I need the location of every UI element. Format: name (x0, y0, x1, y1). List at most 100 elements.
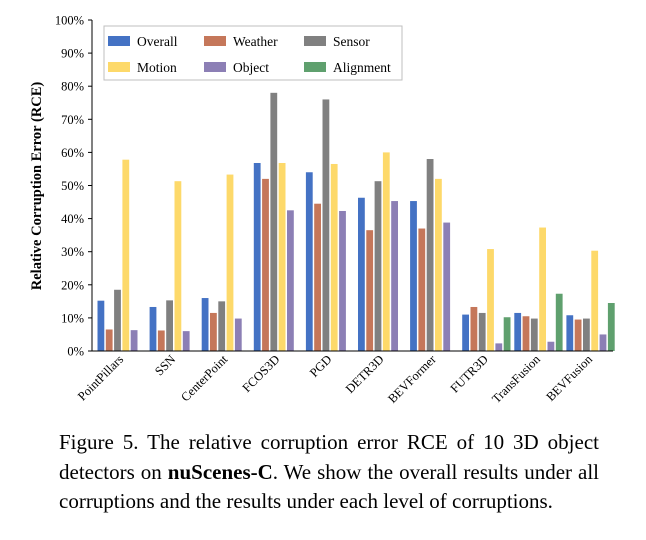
bar-overall-pointpillars (97, 300, 105, 351)
bar-object-bevfusion (599, 334, 607, 351)
x-tick-label: FUTR3D (448, 352, 491, 395)
legend-label: Overall (137, 34, 178, 49)
bar-sensor-futr3d (478, 312, 486, 351)
legend-item-object: Object (204, 60, 269, 75)
bar-overall-detr3d (358, 197, 365, 351)
y-tick-label: 60% (61, 146, 84, 160)
bar-group-detr3d (358, 152, 398, 351)
bar-sensor-pgd (322, 99, 330, 351)
bar-object-detr3d (391, 201, 398, 351)
bar-object-transfusion (547, 341, 555, 351)
bar-group-ssn (149, 181, 190, 351)
x-tick-label: SSN (152, 352, 178, 378)
bar-alignment-transfusion (555, 293, 563, 351)
x-tick-label: CenterPoint (178, 352, 230, 404)
legend-swatch (204, 62, 226, 72)
bar-motion-centerpoint (226, 174, 234, 351)
bar-group-pointpillars (97, 159, 138, 351)
bar-weather-futr3d (470, 306, 478, 351)
bar-motion-detr3d (382, 152, 390, 351)
bar-group-transfusion (514, 227, 563, 351)
bar-weather-pgd (314, 203, 321, 351)
y-tick-label: 0% (67, 345, 84, 359)
bar-weather-bevformer (418, 228, 426, 351)
legend-box (103, 25, 403, 81)
bar-object-bevformer (443, 222, 451, 351)
bar-group-fcos3d (253, 92, 294, 351)
bars (97, 92, 615, 351)
bar-sensor-transfusion (530, 318, 538, 351)
legend-swatch (304, 62, 326, 72)
x-tick-label: BEVFormer (385, 352, 439, 406)
bar-motion-ssn (174, 181, 182, 351)
bar-object-fcos3d (287, 210, 294, 351)
y-tick-label: 70% (61, 113, 84, 127)
legend-item-motion: Motion (108, 60, 177, 75)
figure-caption: Figure 5. The relative corruption error … (59, 428, 599, 517)
legend-swatch (108, 36, 130, 46)
caption-tail: . We show the overall results under all … (59, 459, 599, 514)
x-tick-label: FCOS3D (240, 352, 283, 395)
bar-object-ssn (182, 331, 190, 351)
bar-sensor-bevfusion (583, 318, 590, 351)
bar-motion-futr3d (487, 249, 494, 351)
y-tick-label: 10% (61, 311, 84, 325)
legend-item-overall: Overall (108, 34, 178, 49)
legend-label: Sensor (333, 34, 370, 49)
x-tick-label: DETR3D (343, 352, 387, 396)
bar-motion-bevformer (435, 178, 442, 351)
bar-weather-detr3d (366, 230, 374, 351)
bar-overall-ssn (149, 306, 157, 351)
caption-lead: Figure 5. The relative corruption error … (59, 430, 599, 484)
bar-group-centerpoint (201, 174, 242, 351)
bar-sensor-bevformer (426, 159, 434, 351)
bar-sensor-centerpoint (218, 301, 226, 351)
legend-label: Alignment (333, 60, 391, 75)
bar-motion-fcos3d (278, 162, 286, 351)
bar-sensor-pointpillars (114, 289, 121, 351)
bar-sensor-fcos3d (270, 92, 278, 351)
x-tick-label: PGD (307, 352, 335, 380)
caption-dataset: nuScenes-C (167, 459, 273, 484)
y-tick-label: 30% (61, 245, 84, 259)
legend: Overall Weather Sensor Motion Object Alignmen… (103, 25, 403, 81)
bar-group-pgd (305, 99, 346, 351)
bar-object-pgd (339, 210, 346, 351)
bar-group-bevfusion (566, 250, 615, 351)
bar-object-pointpillars (130, 330, 138, 351)
y-tick-label: 80% (61, 80, 84, 94)
bar-group-futr3d (462, 249, 511, 351)
legend-swatch (108, 62, 130, 72)
bar-sensor-ssn (166, 300, 173, 351)
y-tick-label: 20% (61, 278, 84, 292)
y-tick-label: 40% (61, 212, 84, 226)
legend-swatch (304, 36, 326, 46)
legend-item-weather: Weather (204, 34, 278, 49)
y-tick-label: 100% (55, 14, 84, 28)
bar-overall-bevfusion (566, 315, 574, 351)
y-tick-label: 50% (61, 179, 84, 193)
bar-weather-ssn (157, 330, 165, 351)
y-tick-label: 90% (61, 47, 84, 61)
bar-overall-bevformer (410, 201, 417, 351)
bar-motion-pgd (330, 163, 338, 351)
legend-swatch (204, 36, 226, 46)
legend-item-alignment: Alignment (304, 60, 391, 75)
y-axis-label: Relative Corruption Error (RCE) (29, 82, 45, 291)
y-ticks: 0% 10% 20% 30% 40% 50% 60% 70% 80% 90% 100% (55, 14, 92, 359)
bar-sensor-detr3d (374, 181, 382, 351)
bar-overall-pgd (305, 172, 313, 351)
bar-overall-centerpoint (201, 298, 209, 351)
bar-motion-transfusion (539, 227, 546, 351)
x-tick-label: TransFusion (489, 352, 543, 406)
bar-motion-bevfusion (591, 250, 599, 351)
chart: Relative Corruption Error (RCE) 0% 10% 20%… (29, 14, 615, 406)
bar-alignment-bevfusion (607, 303, 615, 351)
legend-label: Object (233, 60, 269, 75)
legend-item-sensor: Sensor (304, 34, 370, 49)
bar-weather-pointpillars (105, 329, 113, 351)
legend-label: Weather (233, 34, 278, 49)
x-tick-label: PointPillars (75, 352, 126, 403)
bar-weather-centerpoint (210, 312, 217, 351)
legend-label: Motion (137, 60, 177, 75)
